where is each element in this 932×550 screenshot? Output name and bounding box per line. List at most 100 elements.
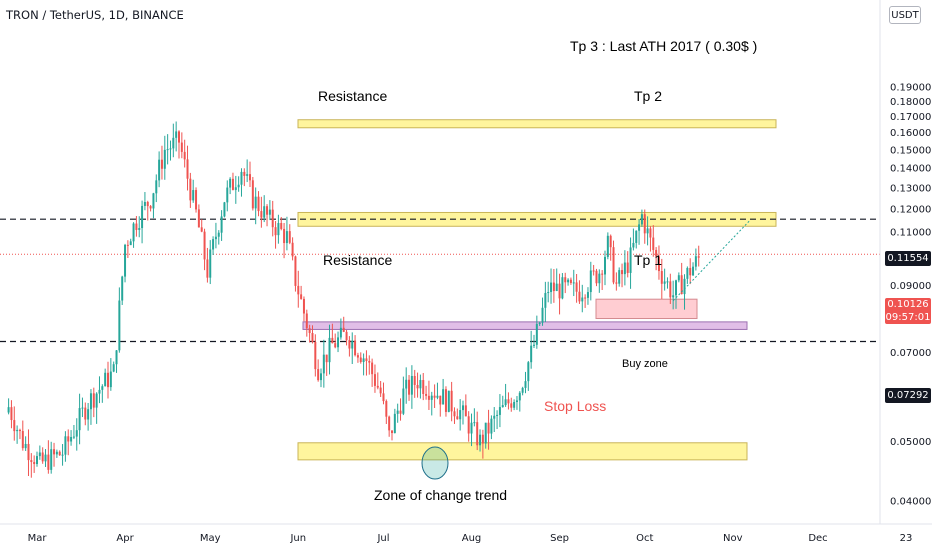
- candle-body: [504, 399, 507, 406]
- candle-body: [277, 223, 280, 236]
- symbol-title[interactable]: TRON / TetherUS, 1D, BINANCE: [6, 8, 184, 22]
- y-tick-label: 0.09000: [890, 281, 931, 292]
- buy-zone-label: Buy zone: [622, 358, 668, 370]
- candle-body: [16, 429, 19, 432]
- candle-body: [197, 209, 200, 228]
- candle-body: [655, 249, 658, 257]
- x-tick-label: May: [200, 533, 221, 544]
- candle-body: [55, 451, 58, 455]
- candle-body: [643, 214, 646, 234]
- candle-body: [209, 249, 212, 278]
- candle-body: [249, 174, 251, 181]
- candle-body: [339, 327, 342, 338]
- candle-body: [138, 228, 141, 230]
- candle-body: [53, 449, 56, 455]
- candle-body: [541, 307, 544, 323]
- candle-body: [334, 343, 337, 348]
- candle-body: [697, 256, 700, 258]
- candle-body: [288, 231, 291, 243]
- candle-body: [257, 196, 260, 212]
- candle-body: [626, 262, 629, 273]
- candle-body: [564, 277, 567, 283]
- candle-body: [231, 178, 234, 190]
- candle-body: [530, 345, 533, 363]
- candle-body: [433, 395, 436, 398]
- candle-body: [311, 333, 314, 342]
- candle-body: [507, 399, 510, 404]
- candle-body: [314, 341, 317, 370]
- x-tick-label: Jun: [289, 533, 306, 544]
- candle-body: [101, 386, 104, 390]
- candle-body: [382, 393, 385, 402]
- candle-body: [552, 282, 555, 292]
- candle-body: [635, 230, 638, 243]
- candle-body: [129, 241, 132, 246]
- candle-body: [368, 360, 371, 363]
- x-tick-label: Oct: [636, 533, 653, 544]
- candle-body: [391, 430, 393, 434]
- candle-body: [95, 393, 98, 408]
- candle-body: [640, 214, 643, 225]
- candle-body: [660, 271, 663, 284]
- candle-body: [226, 187, 229, 203]
- candle-body: [675, 280, 677, 296]
- candle-body: [462, 405, 464, 411]
- candle-body: [402, 388, 405, 414]
- candle-body: [115, 350, 118, 365]
- candle-body: [473, 422, 476, 424]
- candle-body: [178, 131, 180, 143]
- tp2-label: Tp 2: [634, 88, 663, 104]
- candle-body: [561, 277, 564, 299]
- zone-buy: [595, 298, 698, 320]
- candle-body: [419, 380, 422, 389]
- candle-body: [195, 190, 198, 210]
- last-price-label: 0.10126: [885, 298, 931, 311]
- candle-body: [638, 224, 641, 231]
- candle-body: [87, 409, 90, 420]
- candle-body: [223, 202, 226, 217]
- candle-body: [285, 231, 288, 244]
- candle-body: [498, 407, 501, 415]
- candle-body: [604, 256, 606, 275]
- candle-body: [237, 184, 240, 188]
- y-tick-label: 0.07000: [890, 348, 931, 359]
- candle-body: [200, 227, 203, 232]
- candle-body: [479, 434, 482, 446]
- candle-body: [308, 328, 311, 334]
- candle-body: [44, 454, 47, 462]
- candle-body: [623, 262, 626, 275]
- candle-body: [268, 209, 271, 215]
- resistance-mid-label: Resistance: [323, 252, 393, 268]
- candle-body: [220, 216, 223, 233]
- candle-body: [229, 178, 232, 188]
- candle-body: [396, 410, 399, 414]
- currency-button[interactable]: USDT: [889, 6, 921, 24]
- y-tick-label: 0.17000: [890, 112, 931, 123]
- candle-body: [141, 205, 144, 229]
- y-tick-label: 0.11000: [890, 228, 931, 239]
- candle-body: [10, 407, 13, 421]
- candle-body: [527, 362, 530, 382]
- candle-body: [7, 407, 10, 413]
- candle-body: [354, 340, 357, 356]
- candle-body: [572, 282, 575, 284]
- candle-body: [666, 281, 669, 283]
- candle-body: [143, 202, 146, 206]
- candle-body: [348, 340, 351, 349]
- candle-body: [683, 278, 686, 295]
- candle-body: [422, 380, 425, 394]
- candle-body: [112, 364, 115, 372]
- candle-body: [135, 223, 138, 230]
- candle-body: [669, 281, 672, 298]
- candle-body: [72, 436, 75, 438]
- stop-loss-label: Stop Loss: [544, 398, 607, 414]
- candle-body: [444, 389, 447, 412]
- candle-body: [18, 429, 21, 432]
- candle-body: [575, 282, 578, 292]
- candle-body: [646, 228, 649, 234]
- candle-body: [212, 239, 215, 250]
- candle-body: [107, 372, 109, 388]
- candle-body: [470, 422, 473, 434]
- candle-body: [203, 231, 206, 260]
